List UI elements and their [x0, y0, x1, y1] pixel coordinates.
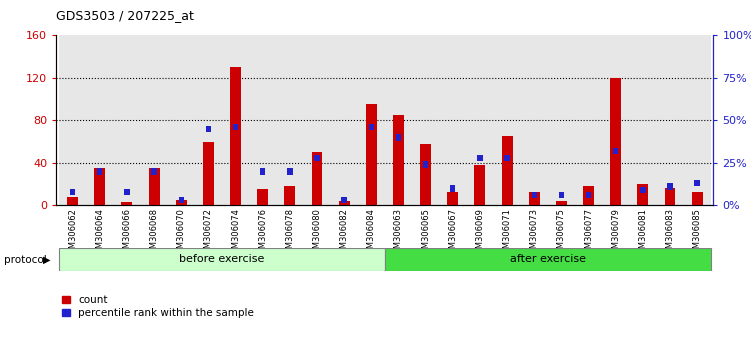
Bar	[656, 35, 683, 205]
Bar	[421, 144, 431, 205]
Bar	[692, 192, 703, 205]
Bar	[330, 35, 357, 205]
Bar	[222, 35, 249, 205]
Bar	[179, 197, 184, 204]
Bar	[640, 187, 646, 193]
Bar	[412, 35, 439, 205]
Bar	[665, 188, 675, 205]
Bar	[547, 35, 575, 205]
Bar	[366, 104, 377, 205]
Bar	[393, 115, 404, 205]
Bar	[583, 186, 594, 205]
Bar	[113, 35, 140, 205]
Bar	[122, 202, 132, 205]
Bar	[357, 35, 385, 205]
Bar	[602, 35, 629, 205]
Bar	[575, 35, 602, 205]
Bar	[312, 152, 322, 205]
Bar	[396, 134, 401, 141]
Bar	[450, 185, 456, 192]
Text: protocol: protocol	[4, 255, 47, 265]
Bar	[638, 184, 648, 205]
Text: before exercise: before exercise	[179, 254, 264, 264]
Bar	[276, 35, 303, 205]
Bar	[97, 168, 102, 175]
Bar	[475, 165, 485, 205]
Bar	[285, 186, 295, 205]
Bar	[423, 161, 428, 168]
Bar	[668, 183, 673, 190]
Bar	[59, 35, 86, 205]
Bar	[586, 192, 591, 198]
Bar	[59, 248, 385, 271]
Bar	[195, 35, 222, 205]
Bar	[385, 248, 710, 271]
Bar	[439, 35, 466, 205]
Bar	[70, 189, 75, 195]
Bar	[203, 142, 214, 205]
Bar	[258, 189, 268, 205]
Bar	[314, 155, 320, 161]
Bar	[502, 136, 512, 205]
Text: GDS3503 / 207225_at: GDS3503 / 207225_at	[56, 9, 195, 22]
Bar	[683, 35, 710, 205]
Bar	[303, 35, 330, 205]
Bar	[67, 197, 78, 205]
Bar	[249, 35, 276, 205]
Bar	[385, 35, 412, 205]
Bar	[152, 168, 157, 175]
Bar	[149, 168, 159, 205]
Bar	[86, 35, 113, 205]
Bar	[556, 201, 567, 205]
Bar	[140, 35, 167, 205]
Bar	[342, 197, 347, 204]
Legend: count, percentile rank within the sample: count, percentile rank within the sample	[62, 296, 254, 318]
Bar	[695, 180, 700, 187]
Bar	[287, 168, 293, 175]
Bar	[176, 200, 187, 205]
Bar	[233, 124, 238, 130]
Bar	[124, 189, 130, 195]
Text: after exercise: after exercise	[510, 254, 586, 264]
Bar	[629, 35, 656, 205]
Bar	[559, 192, 564, 198]
Bar	[206, 126, 211, 132]
Bar	[611, 78, 621, 205]
Bar	[448, 192, 458, 205]
Text: ▶: ▶	[43, 255, 50, 265]
Bar	[167, 35, 195, 205]
Bar	[230, 67, 241, 205]
Bar	[493, 35, 520, 205]
Bar	[339, 201, 349, 205]
Bar	[95, 168, 105, 205]
Bar	[520, 35, 547, 205]
Bar	[466, 35, 493, 205]
Bar	[477, 155, 483, 161]
Bar	[532, 192, 537, 198]
Bar	[505, 155, 510, 161]
Bar	[260, 168, 265, 175]
Bar	[613, 148, 618, 154]
Bar	[369, 124, 374, 130]
Bar	[529, 192, 540, 205]
